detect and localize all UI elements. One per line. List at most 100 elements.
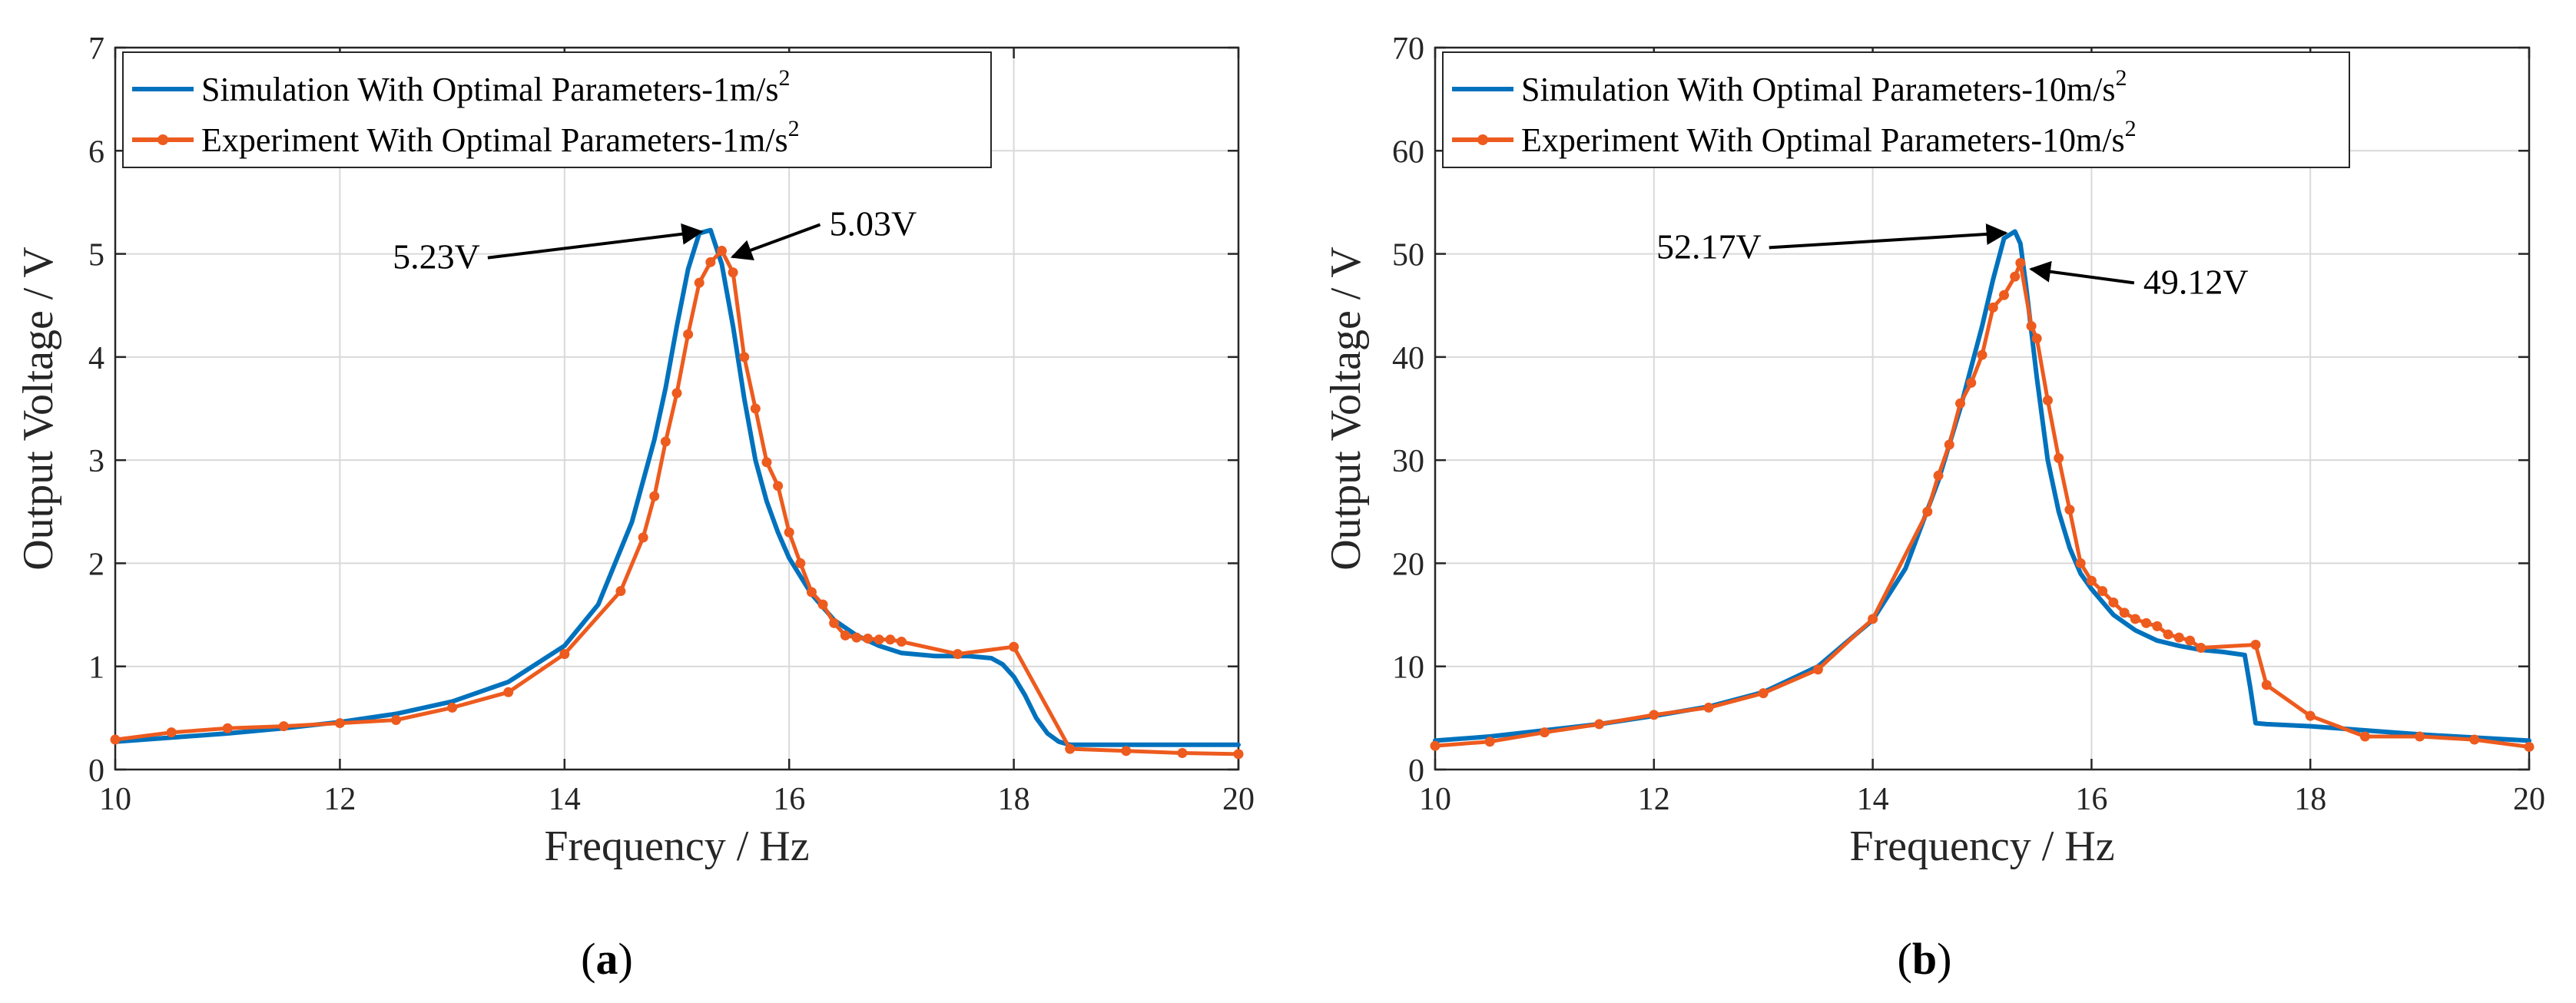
y-tick-label: 40 (1392, 341, 1424, 376)
experiment-data-point (671, 388, 682, 399)
experiment-data-point (2141, 617, 2152, 628)
panel-label: (a) (581, 934, 633, 984)
experiment-data-point (2130, 614, 2140, 624)
y-tick-label: 4 (88, 341, 104, 376)
y-tick-label: 60 (1392, 134, 1424, 170)
annotation-label: 49.12V (2143, 262, 2249, 301)
legend-box (122, 51, 992, 168)
experiment-data-point (1758, 688, 1769, 699)
x-tick-label: 12 (323, 782, 356, 817)
experiment-data-point (166, 727, 177, 738)
experiment-data-point (829, 617, 840, 628)
annotation-label: 52.17V (1656, 227, 1762, 266)
y-tick-label: 50 (1392, 238, 1424, 273)
experiment-data-point (1922, 506, 1933, 517)
experiment-data-point (885, 634, 896, 645)
legend-marker (157, 134, 168, 145)
experiment-data-point (1988, 302, 1998, 313)
experiment-data-point (2010, 271, 2021, 282)
experiment-data-point (2469, 734, 2480, 745)
experiment-data-point (2086, 575, 2097, 586)
y-tick-label: 10 (1392, 650, 1424, 686)
experiment-data-point (1812, 664, 1823, 675)
experiment-data-point (728, 267, 738, 278)
x-tick-label: 16 (773, 782, 805, 817)
annotation-arrow (730, 223, 821, 260)
y-tick-label: 0 (88, 753, 104, 789)
legend-simulation-label: Simulation With Optimal Parameters-10m/s… (1521, 65, 2127, 108)
legend-experiment-label: Experiment With Optimal Parameters-10m/s… (1521, 116, 2137, 159)
experiment-data-point (1484, 737, 1495, 747)
experiment-data-point (1065, 743, 1076, 754)
experiment-data-point (660, 436, 671, 447)
experiment-data-point (2261, 680, 2272, 690)
experiment-data-point (2119, 607, 2130, 618)
y-tick-label: 6 (88, 134, 104, 170)
x-axis-title: Frequency / Hz (1849, 823, 2114, 870)
experiment-data-point (2152, 621, 2163, 631)
experiment-data-point (110, 734, 121, 745)
experiment-data-point (716, 246, 727, 257)
experiment-data-point (559, 649, 570, 660)
experiment-data-point (863, 633, 874, 644)
experiment-data-point (1933, 470, 1944, 481)
experiment-data-point (1703, 702, 1714, 713)
annotation-label: 5.03V (829, 204, 917, 243)
legend-marker (1477, 134, 1488, 145)
x-tick-label: 10 (99, 782, 131, 817)
experiment-data-point (1977, 349, 1988, 360)
annotation-arrow (1769, 223, 2008, 250)
annotation-arrow (2029, 260, 2135, 285)
panel-label: (b) (1898, 934, 1952, 984)
x-tick-label: 18 (998, 782, 1030, 817)
experiment-data-point (2415, 731, 2425, 742)
experiment-data-point (447, 702, 458, 713)
experiment-data-point (2250, 640, 2261, 650)
experiment-data-point (1649, 710, 1659, 720)
experiment-data-point (2054, 452, 2064, 463)
y-tick-label: 30 (1392, 444, 1424, 479)
y-tick-label: 20 (1392, 547, 1424, 582)
y-tick-label: 5 (88, 238, 104, 273)
experiment-data-point (705, 257, 716, 267)
experiment-data-point (2185, 635, 2196, 646)
experiment-data-point (683, 329, 694, 339)
legend-simulation-label: Simulation With Optimal Parameters-1m/s2 (201, 65, 790, 108)
x-tick-label: 14 (1857, 782, 1889, 817)
x-tick-label: 14 (549, 782, 581, 817)
experiment-data-point (2173, 632, 2184, 643)
x-tick-label: 16 (2075, 782, 2107, 817)
axes-frame (1434, 46, 2531, 771)
experiment-data-point (795, 558, 806, 568)
y-tick-label: 3 (88, 444, 104, 479)
experiment-data-point (2097, 586, 2108, 597)
experiment-data-point (817, 599, 828, 610)
legend-experiment-label: Experiment With Optimal Parameters-1m/s2 (201, 116, 800, 159)
experiment-data-point (649, 491, 660, 502)
x-tick-label: 10 (1419, 782, 1451, 817)
experiment-data-point (278, 721, 289, 732)
y-axis-title: Output Voltage / V (15, 247, 62, 571)
experiment-data-point (773, 481, 784, 492)
experiment-data-point (2524, 741, 2535, 752)
experiment-data-point (2359, 731, 2370, 742)
experiment-data-point (1944, 439, 1954, 450)
axes-frame (114, 46, 1240, 771)
experiment-data-point (2026, 321, 2037, 332)
experiment-data-point (806, 587, 817, 597)
annotation-arrow (487, 223, 704, 260)
experiment-data-point (784, 527, 794, 538)
y-axis-title: Output Voltage / V (1322, 247, 1370, 571)
experiment-data-point (2075, 558, 2086, 568)
y-tick-label: 7 (88, 31, 104, 67)
experiment-data-point (2196, 643, 2206, 654)
experiment-data-point (694, 277, 705, 288)
experiment-data-point (2064, 505, 2075, 515)
y-tick-label: 70 (1392, 31, 1424, 67)
experiment-data-point (896, 636, 907, 647)
experiment-data-point (1009, 641, 1019, 652)
experiment-data-point (2031, 333, 2042, 344)
